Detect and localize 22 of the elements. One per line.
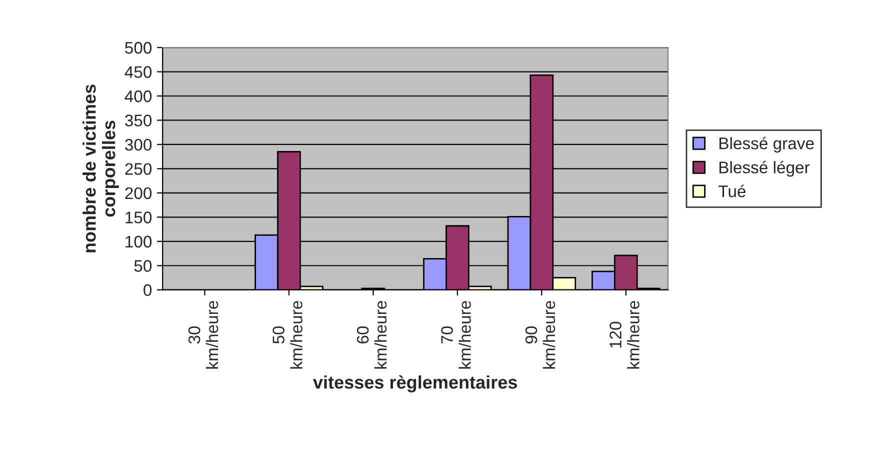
- x-tick-label: 60 km/heure: [356, 301, 387, 369]
- y-tick-label: 450: [124, 66, 152, 78]
- x-tick-label: 70 km/heure: [441, 301, 471, 369]
- y-tick-label: 150: [126, 212, 152, 224]
- y-tick-label: 500: [125, 42, 152, 54]
- y-tick-label: 400: [124, 90, 152, 102]
- y-tick-label: 200: [125, 187, 152, 200]
- y-tick-label: 100: [126, 236, 152, 248]
- legend-label: Tué: [718, 184, 746, 198]
- y-tick-label: 300: [125, 138, 152, 151]
- y-tick-label: 50: [134, 260, 152, 272]
- y-axis-title: nombre de victimes corporelles: [82, 84, 119, 252]
- legend-label: Blessé léger: [720, 160, 810, 177]
- x-tick-label: 120 km/heure: [610, 301, 640, 369]
- y-tick-label: 0: [144, 284, 152, 296]
- legend-label: Blessé grave: [720, 136, 814, 153]
- x-tick-label: 30 km/heure: [188, 301, 218, 369]
- x-tick-label: 90 km/heure: [525, 301, 556, 369]
- y-tick-label: 350: [125, 114, 152, 126]
- y-tick-label: 250: [125, 163, 152, 175]
- x-axis-title: vitesses règlementaires: [313, 375, 517, 392]
- x-tick-label: 50 km/heure: [272, 301, 302, 369]
